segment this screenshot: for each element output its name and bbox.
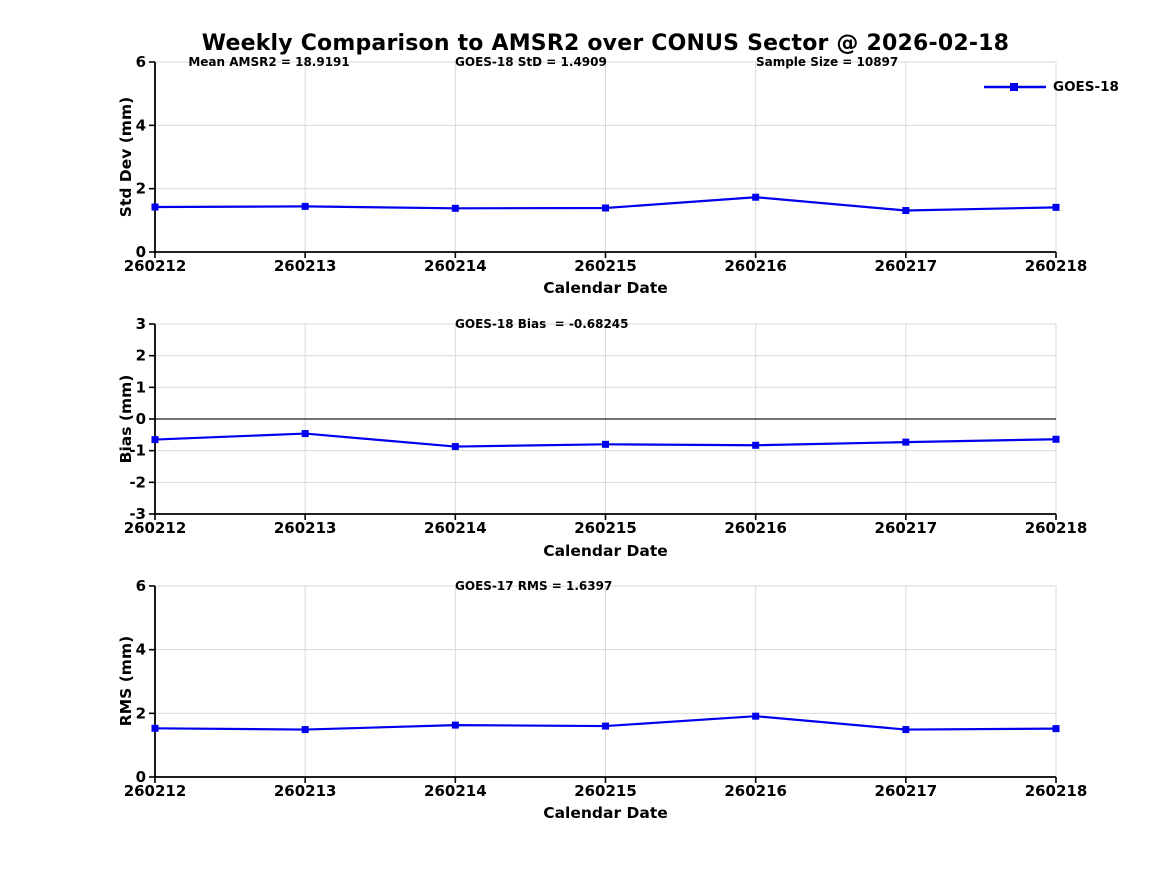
data-point-marker bbox=[451, 204, 459, 212]
x-tick-label: 260217 bbox=[875, 257, 938, 275]
x-tick-label: 260218 bbox=[1025, 782, 1088, 800]
x-tick-label: 260214 bbox=[424, 257, 487, 275]
data-point-marker bbox=[902, 207, 910, 215]
legend: GOES-18 bbox=[983, 79, 1119, 95]
y-tick-label: 0 bbox=[136, 243, 146, 261]
y-tick-label: -1 bbox=[129, 442, 146, 460]
data-point-marker bbox=[151, 724, 159, 732]
y-tick-label: 3 bbox=[136, 315, 146, 333]
x-tick-label: 260216 bbox=[724, 782, 787, 800]
y-tick-label: -3 bbox=[129, 505, 146, 523]
stat-annotation: Mean AMSR2 = 18.9191 bbox=[188, 55, 349, 69]
x-tick-label: 260218 bbox=[1025, 257, 1088, 275]
stat-annotation: GOES-18 StD = 1.4909 bbox=[455, 55, 607, 69]
y-tick-label: 6 bbox=[136, 53, 146, 71]
legend-label: GOES-18 bbox=[1053, 79, 1119, 95]
chart-title: Weekly Comparison to AMSR2 over CONUS Se… bbox=[201, 31, 1010, 56]
data-point-marker bbox=[902, 726, 910, 734]
x-tick-label: 260218 bbox=[1025, 519, 1088, 537]
x-tick-label: 260212 bbox=[124, 519, 187, 537]
stat-annotation: GOES-17 RMS = 1.6397 bbox=[455, 579, 612, 593]
data-point-marker bbox=[752, 193, 760, 201]
y-axis-label-rms: RMS (mm) bbox=[117, 635, 135, 727]
x-tick-label: 260213 bbox=[274, 519, 337, 537]
x-tick-label: 260216 bbox=[724, 257, 787, 275]
data-point-marker bbox=[301, 726, 309, 734]
x-tick-label: 260217 bbox=[875, 519, 938, 537]
y-tick-label: 1 bbox=[136, 378, 146, 396]
data-point-marker bbox=[752, 441, 760, 449]
data-point-marker bbox=[602, 722, 609, 730]
x-tick-label: 260215 bbox=[574, 782, 637, 800]
data-point-marker bbox=[151, 203, 159, 211]
x-tick-label: 260212 bbox=[124, 782, 187, 800]
y-tick-label: 4 bbox=[136, 116, 146, 134]
data-point-marker bbox=[1052, 725, 1060, 733]
y-tick-label: 2 bbox=[136, 347, 146, 365]
y-tick-label: 6 bbox=[136, 577, 146, 595]
legend-line-marker-icon bbox=[984, 83, 1046, 91]
x-tick-label: 260214 bbox=[424, 782, 487, 800]
data-point-marker bbox=[151, 436, 159, 444]
y-tick-label: 2 bbox=[136, 180, 146, 198]
data-point-marker bbox=[451, 443, 459, 451]
x-tick-label: 260212 bbox=[124, 257, 187, 275]
x-tick-label: 260214 bbox=[424, 519, 487, 537]
data-point-marker bbox=[1052, 203, 1060, 211]
data-point-marker bbox=[602, 440, 609, 448]
stat-annotation: Sample Size = 10897 bbox=[756, 55, 898, 69]
legend-square-marker-icon bbox=[1010, 83, 1018, 91]
data-point-marker bbox=[752, 712, 760, 720]
x-axis-label-3: Calendar Date bbox=[543, 804, 668, 822]
data-point-marker bbox=[1052, 435, 1060, 443]
y-axis-label-bias: Bias (mm) bbox=[117, 374, 135, 464]
y-tick-label: 0 bbox=[136, 768, 146, 786]
y-tick-label: -2 bbox=[129, 473, 146, 491]
y-tick-label: 0 bbox=[136, 410, 146, 428]
x-tick-label: 260217 bbox=[875, 782, 938, 800]
x-axis-label-1: Calendar Date bbox=[543, 279, 668, 297]
y-tick-label: 2 bbox=[136, 704, 146, 722]
data-point-marker bbox=[301, 430, 309, 438]
x-axis-label-2: Calendar Date bbox=[543, 542, 668, 560]
y-tick-label: 4 bbox=[136, 641, 146, 659]
data-point-marker bbox=[301, 202, 309, 210]
y-axis-label-std-dev: Std Dev (mm) bbox=[117, 96, 135, 218]
x-tick-label: 260213 bbox=[274, 257, 337, 275]
x-tick-label: 260213 bbox=[274, 782, 337, 800]
x-tick-label: 260215 bbox=[574, 519, 637, 537]
data-point-marker bbox=[602, 204, 609, 212]
x-tick-label: 260216 bbox=[724, 519, 787, 537]
stat-annotation: GOES-18 Bias = -0.68245 bbox=[455, 317, 628, 331]
x-tick-label: 260215 bbox=[574, 257, 637, 275]
data-point-marker bbox=[902, 438, 910, 446]
data-point-marker bbox=[451, 721, 459, 729]
